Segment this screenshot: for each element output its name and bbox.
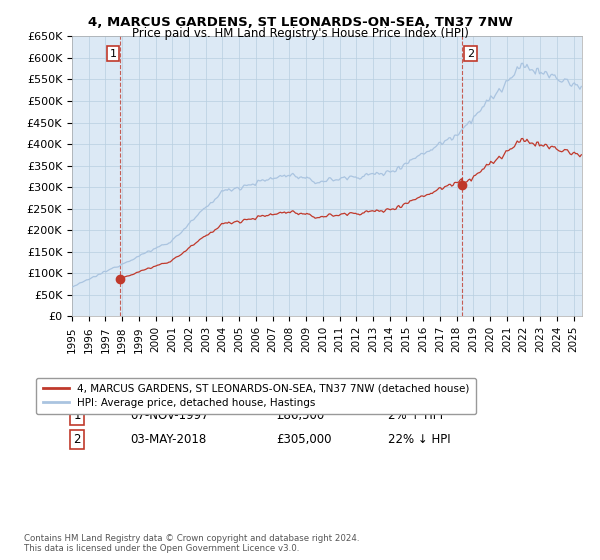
Text: 22% ↓ HPI: 22% ↓ HPI bbox=[388, 433, 451, 446]
Text: 2: 2 bbox=[73, 433, 81, 446]
Text: £305,000: £305,000 bbox=[276, 433, 331, 446]
Text: £86,500: £86,500 bbox=[276, 409, 324, 422]
Text: 1: 1 bbox=[109, 49, 116, 59]
Text: 07-NOV-1997: 07-NOV-1997 bbox=[131, 409, 209, 422]
Text: 4, MARCUS GARDENS, ST LEONARDS-ON-SEA, TN37 7NW: 4, MARCUS GARDENS, ST LEONARDS-ON-SEA, T… bbox=[88, 16, 512, 29]
Text: Price paid vs. HM Land Registry's House Price Index (HPI): Price paid vs. HM Land Registry's House … bbox=[131, 27, 469, 40]
Text: 03-MAY-2018: 03-MAY-2018 bbox=[131, 433, 207, 446]
Text: Contains HM Land Registry data © Crown copyright and database right 2024.
This d: Contains HM Land Registry data © Crown c… bbox=[24, 534, 359, 553]
Legend: 4, MARCUS GARDENS, ST LEONARDS-ON-SEA, TN37 7NW (detached house), HPI: Average p: 4, MARCUS GARDENS, ST LEONARDS-ON-SEA, T… bbox=[37, 377, 476, 414]
Text: 1: 1 bbox=[73, 409, 81, 422]
Text: 2: 2 bbox=[467, 49, 474, 59]
Text: 2% ↑ HPI: 2% ↑ HPI bbox=[388, 409, 443, 422]
